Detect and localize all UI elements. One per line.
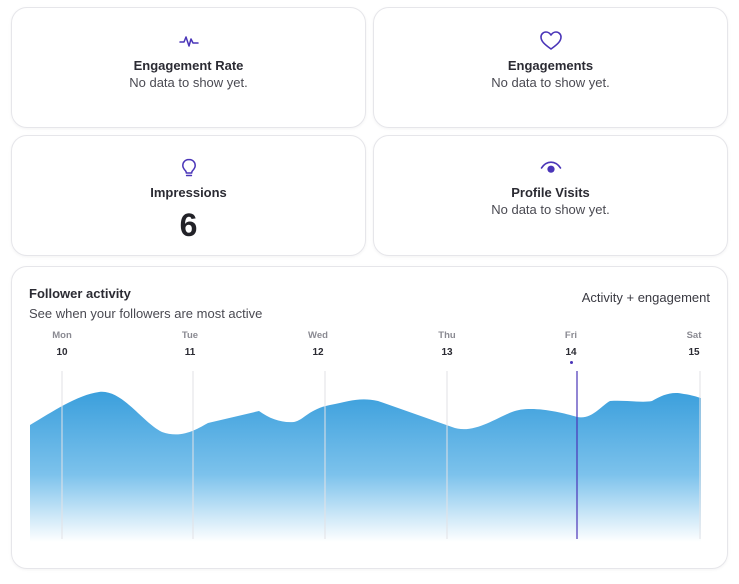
- day-of-week: Thu: [438, 330, 456, 341]
- profile-visits-card: Profile Visits No data to show yet.: [373, 135, 728, 256]
- profile-visits-value: No data to show yet.: [491, 202, 610, 217]
- day-label-thu: Thu 13: [427, 330, 467, 359]
- follower-activity-subtitle: See when your followers are most active: [29, 306, 263, 321]
- day-date: 10: [56, 347, 68, 358]
- day-of-week: Mon: [52, 330, 72, 341]
- day-of-week: Fri: [564, 330, 578, 341]
- day-label-tue: Tue 11: [170, 330, 210, 359]
- day-label-wed: Wed 12: [298, 330, 338, 359]
- day-date: 15: [688, 347, 700, 358]
- engagements-card: Engagements No data to show yet.: [373, 7, 728, 128]
- day-of-week: Tue: [181, 330, 199, 341]
- day-date: 12: [312, 347, 324, 358]
- day-label-fri-today: Fri 14: [551, 330, 591, 364]
- activity-filter-toggle[interactable]: Activity + engagement: [581, 290, 710, 305]
- today-indicator-dot: [569, 361, 573, 364]
- impressions-value: 6: [179, 207, 198, 243]
- engagements-title: Engagements: [507, 58, 594, 73]
- engagement-rate-card: Engagement Rate No data to show yet.: [11, 7, 366, 128]
- impressions-card: Impressions 6: [11, 135, 366, 256]
- engagements-value: No data to show yet.: [491, 75, 610, 90]
- follower-activity-card: Follower activity See when your follower…: [11, 266, 728, 569]
- profile-visits-title: Profile Visits: [511, 185, 590, 200]
- follower-activity-chart: [30, 371, 701, 542]
- eye-icon: [540, 157, 562, 179]
- day-date: 14: [565, 347, 577, 358]
- day-date: 11: [184, 347, 196, 358]
- follower-activity-title: Follower activity: [29, 286, 131, 301]
- day-of-week: Sat: [686, 330, 702, 341]
- day-of-week: Wed: [308, 330, 328, 341]
- day-date: 13: [441, 347, 453, 358]
- day-label-sat: Sat 15: [674, 330, 714, 359]
- impressions-title: Impressions: [150, 185, 227, 200]
- lightbulb-icon: [181, 157, 197, 179]
- engagement-rate-value: No data to show yet.: [129, 75, 248, 90]
- activity-area: [30, 391, 701, 542]
- engagement-rate-title: Engagement Rate: [133, 58, 244, 73]
- day-label-mon: Mon 10: [42, 330, 82, 359]
- heart-icon: [539, 30, 562, 52]
- pulse-icon: [178, 30, 199, 52]
